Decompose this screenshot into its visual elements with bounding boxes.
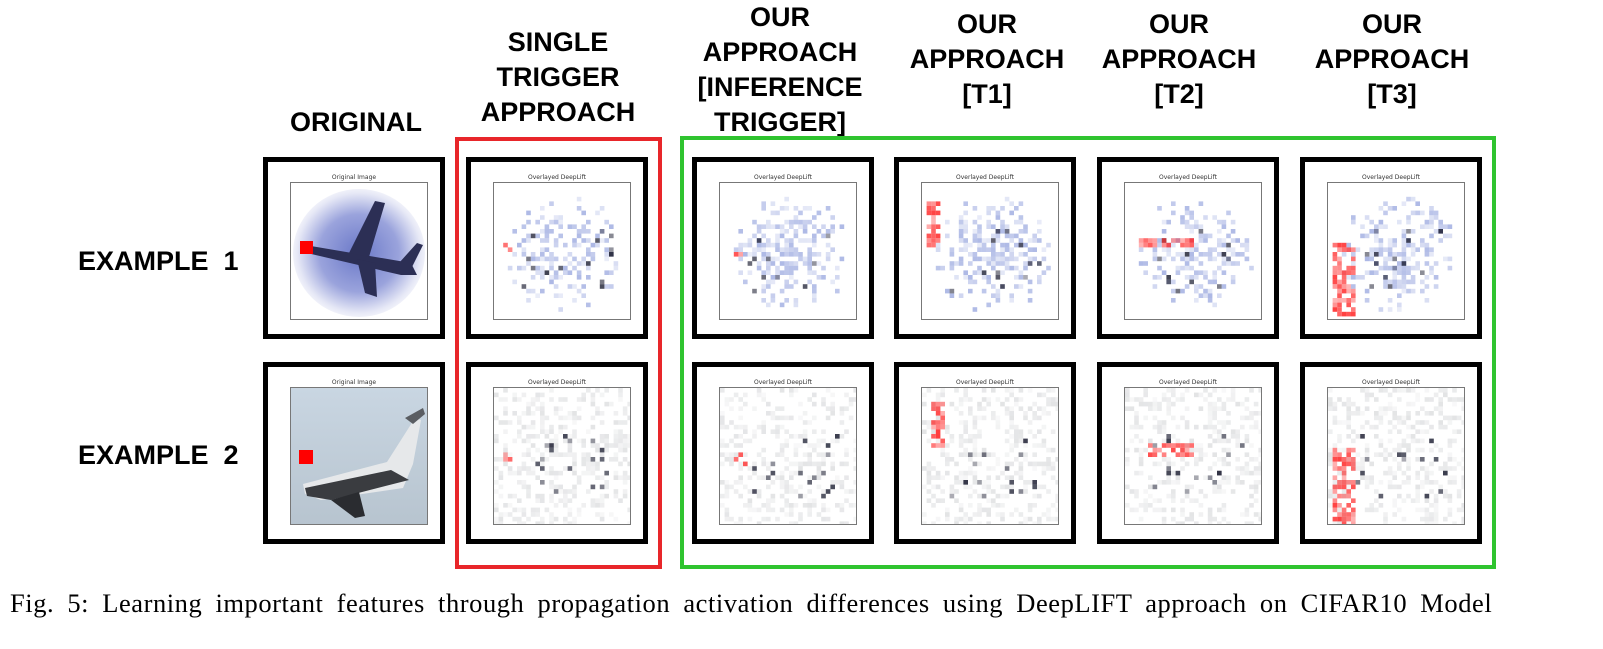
column-header-line: TRIGGER: [496, 62, 620, 92]
panel-single-trigger-example-1: Overlayed DeepLift: [466, 157, 648, 339]
panel-t1-example-1: Overlayed DeepLift: [894, 157, 1076, 339]
column-header-line: OUR: [1149, 9, 1209, 39]
column-header-line: ORIGINAL: [290, 107, 422, 137]
panel-title: Overlayed DeepLift: [956, 174, 1014, 181]
column-header-inference-trigger: OUR APPROACH [INFERENCE TRIGGER]: [680, 0, 880, 140]
column-header-line: APPROACH: [1101, 44, 1257, 74]
trigger-patch: [299, 450, 313, 464]
panel-t2-example-1: Overlayed DeepLift: [1097, 157, 1279, 339]
panel-title: Overlayed DeepLift: [754, 174, 812, 181]
column-header-line: OUR: [750, 2, 810, 32]
deeplift-heatmap: [1327, 387, 1465, 525]
deeplift-heatmap: [921, 387, 1059, 525]
panel-single-trigger-example-2: Overlayed DeepLift: [466, 362, 648, 544]
column-header-line: [T3]: [1367, 79, 1417, 109]
column-header-t3: OUR APPROACH [T3]: [1292, 0, 1492, 112]
column-header-line: APPROACH: [480, 97, 636, 127]
deeplift-heatmap: [719, 182, 857, 320]
panel-title: Overlayed DeepLift: [956, 379, 1014, 386]
column-header-t1: OUR APPROACH [T1]: [887, 0, 1087, 112]
panel-original-example-1: Original Image: [263, 157, 445, 339]
column-header-line: APPROACH: [1314, 44, 1470, 74]
single-trigger-group-box: [455, 137, 662, 569]
column-header-line: APPROACH: [909, 44, 1065, 74]
deeplift-heatmap: [921, 182, 1059, 320]
column-header-line: [T1]: [962, 79, 1012, 109]
panel-inference-trigger-example-1: Overlayed DeepLift: [692, 157, 874, 339]
panel-title: Original Image: [331, 174, 377, 181]
row-label-example-2: EXAMPLE 2: [78, 440, 239, 470]
airplane-image-1: [291, 183, 427, 319]
deeplift-heatmap: [493, 387, 631, 525]
panel-title: Overlayed DeepLift: [1159, 379, 1217, 386]
column-header-original: ORIGINAL: [256, 20, 456, 140]
panel-title: Overlayed DeepLift: [528, 174, 586, 181]
column-header-line: SINGLE: [507, 27, 609, 57]
panel-original-example-2: Original Image: [263, 362, 445, 544]
deeplift-heatmap: [493, 182, 631, 320]
column-header-line: OUR: [957, 9, 1017, 39]
trigger-patch: [300, 241, 313, 254]
airplane-image-2: [291, 388, 427, 524]
column-header-single-trigger: SINGLE TRIGGER APPROACH: [458, 10, 658, 130]
column-header-line: [INFERENCE: [697, 72, 863, 102]
panel-title: Overlayed DeepLift: [1159, 174, 1217, 181]
panel-t2-example-2: Overlayed DeepLift: [1097, 362, 1279, 544]
column-header-line: TRIGGER]: [714, 107, 846, 137]
deeplift-heatmap: [1327, 182, 1465, 320]
column-header-line: [T2]: [1154, 79, 1204, 109]
our-approach-group-box: [680, 136, 1496, 569]
figure-caption: Fig. 5: Learning important features thro…: [10, 588, 1493, 618]
panel-title: Overlayed DeepLift: [528, 379, 586, 386]
panel-t3-example-2: Overlayed DeepLift: [1300, 362, 1482, 544]
panel-title: Overlayed DeepLift: [1362, 174, 1420, 181]
panel-title: Original Image: [331, 379, 377, 386]
panel-title: Overlayed DeepLift: [754, 379, 812, 386]
original-image-plot: [290, 182, 428, 320]
panel-t3-example-1: Overlayed DeepLift: [1300, 157, 1482, 339]
original-image-plot: [290, 387, 428, 525]
column-header-t2: OUR APPROACH [T2]: [1079, 0, 1279, 112]
column-header-line: OUR: [1362, 9, 1422, 39]
panel-title: Overlayed DeepLift: [1362, 379, 1420, 386]
deeplift-heatmap: [1124, 387, 1262, 525]
row-label-example-1: EXAMPLE 1: [78, 246, 239, 276]
deeplift-heatmap: [1124, 182, 1262, 320]
panel-inference-trigger-example-2: Overlayed DeepLift: [692, 362, 874, 544]
panel-t1-example-2: Overlayed DeepLift: [894, 362, 1076, 544]
deeplift-heatmap: [719, 387, 857, 525]
column-header-line: APPROACH: [702, 37, 858, 67]
